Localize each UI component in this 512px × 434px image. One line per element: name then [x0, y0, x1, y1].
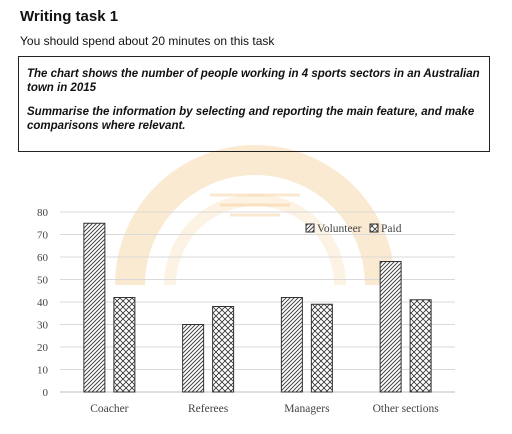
- x-tick-label: Other sections: [373, 403, 440, 415]
- x-tick-label: Referees: [188, 403, 229, 415]
- bars: [83, 222, 432, 393]
- y-tick-label: 70: [37, 230, 49, 242]
- y-tick-label: 10: [37, 365, 49, 377]
- y-tick-label: 40: [37, 297, 49, 309]
- x-tick-label: Coacher: [90, 403, 128, 415]
- bar-volunteer-managers: [280, 297, 303, 393]
- y-tick-label: 30: [37, 320, 49, 332]
- bar-chart: 0 10 20 30 40 50 60 70 80 Coacher Referees Managers…: [37, 207, 455, 415]
- bar-paid-referees: [212, 306, 235, 393]
- bar-paid-coacher: [113, 297, 136, 393]
- legend-swatch-volunteer: [305, 223, 315, 233]
- prompt-chart-description: The chart shows the number of people wor…: [27, 68, 480, 94]
- task-instruction: You should spend about 20 minutes on thi…: [20, 34, 275, 48]
- prompt-box: The chart shows the number of people wor…: [18, 56, 490, 152]
- tick-labels: 0 10 20 30 40 50 60 70 80 Coacher Referees Managers…: [37, 207, 439, 415]
- bar-volunteer-referees: [182, 324, 205, 393]
- bar-volunteer-coacher: [83, 222, 106, 393]
- chart-container: 0 10 20 30 40 50 60 70 80 Coacher Referees Managers…: [0, 160, 512, 429]
- y-tick-label: 20: [37, 342, 49, 354]
- y-tick-label: 80: [37, 207, 49, 219]
- legend-label-volunteer: Volunteer: [317, 223, 362, 235]
- prompt-task-instruction: Summarise the information by selecting a…: [27, 106, 475, 132]
- task-title: Writing task 1: [20, 8, 119, 25]
- y-tick-label: 0: [43, 387, 49, 399]
- bar-paid-other-sections: [409, 299, 432, 393]
- legend-label-paid: Paid: [381, 223, 402, 235]
- bar-paid-managers: [310, 303, 333, 393]
- y-tick-label: 50: [37, 275, 49, 287]
- legend-swatch-paid: [369, 223, 379, 233]
- y-tick-label: 60: [37, 252, 49, 264]
- bar-volunteer-other-sections: [379, 261, 402, 393]
- legend: Volunteer Paid: [305, 223, 402, 235]
- x-tick-label: Managers: [284, 403, 330, 415]
